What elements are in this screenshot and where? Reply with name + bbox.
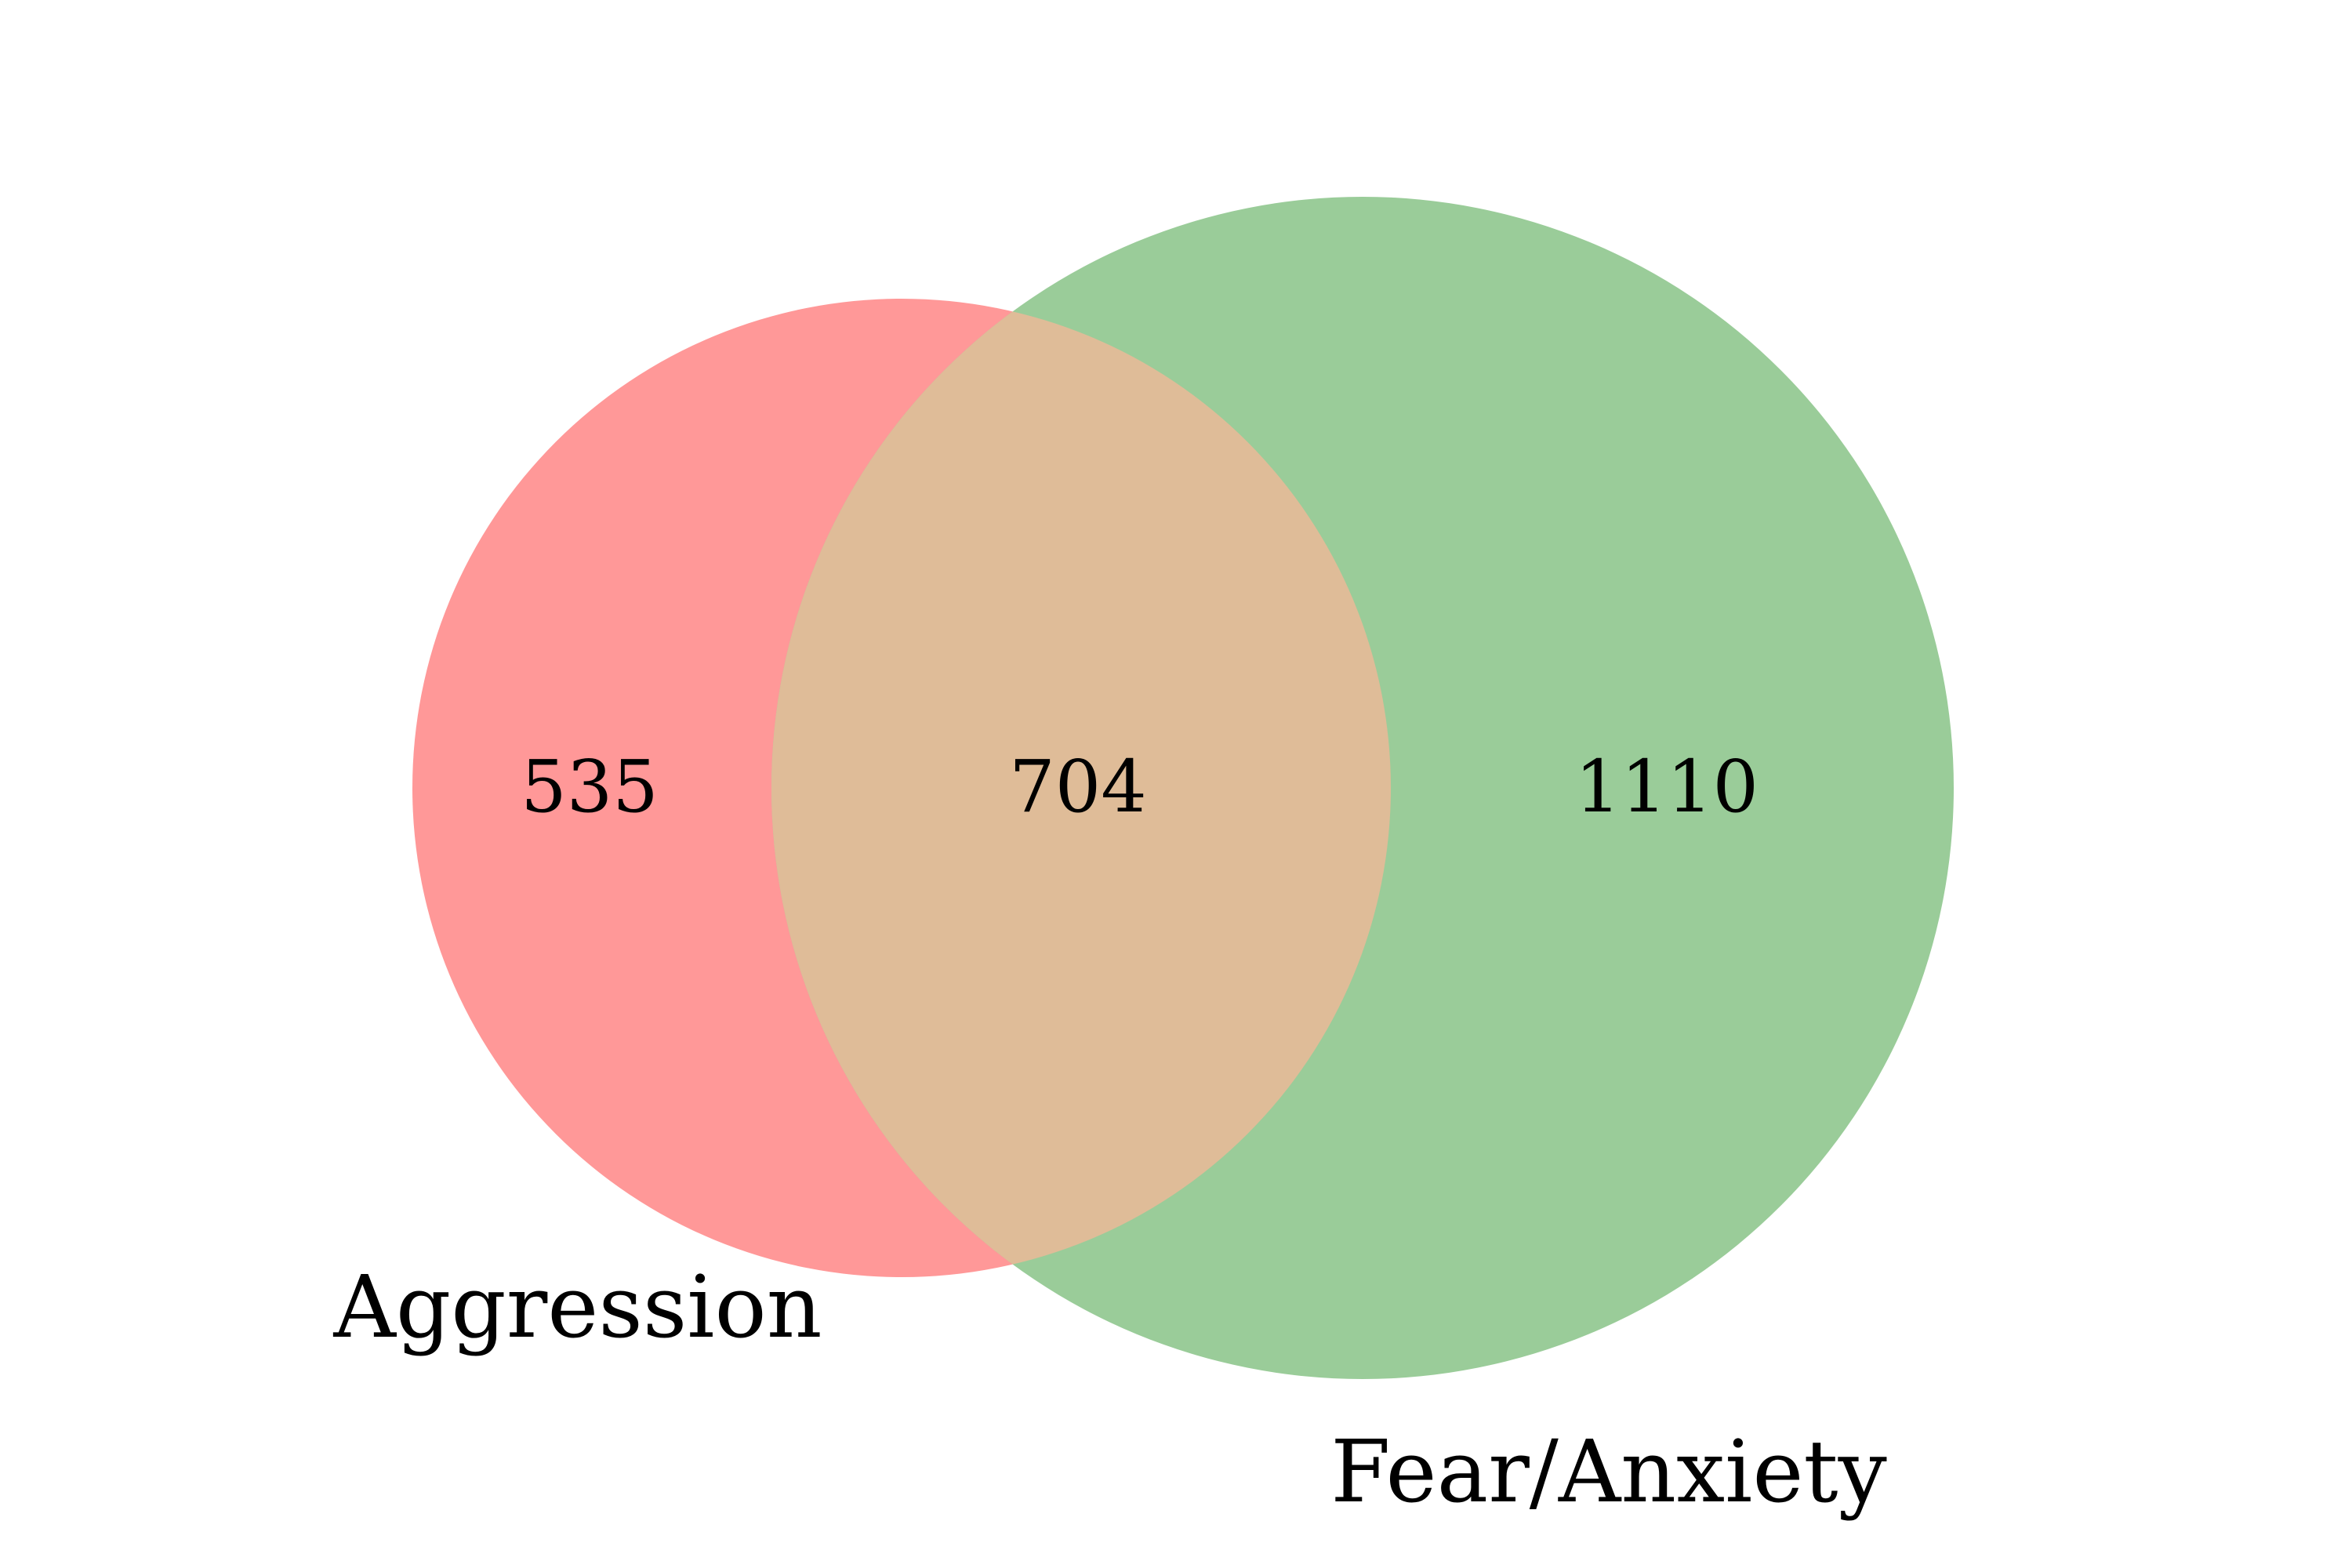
intersection-count: 704 [1009, 745, 1147, 829]
fear-anxiety-label: Fear/Anxiety [1330, 1421, 1887, 1522]
aggression-only-count: 535 [521, 745, 659, 829]
fear-anxiety-only-count: 1110 [1575, 745, 1759, 829]
intersection-region [771, 299, 1391, 1277]
aggression-label: Aggression [332, 1257, 822, 1357]
